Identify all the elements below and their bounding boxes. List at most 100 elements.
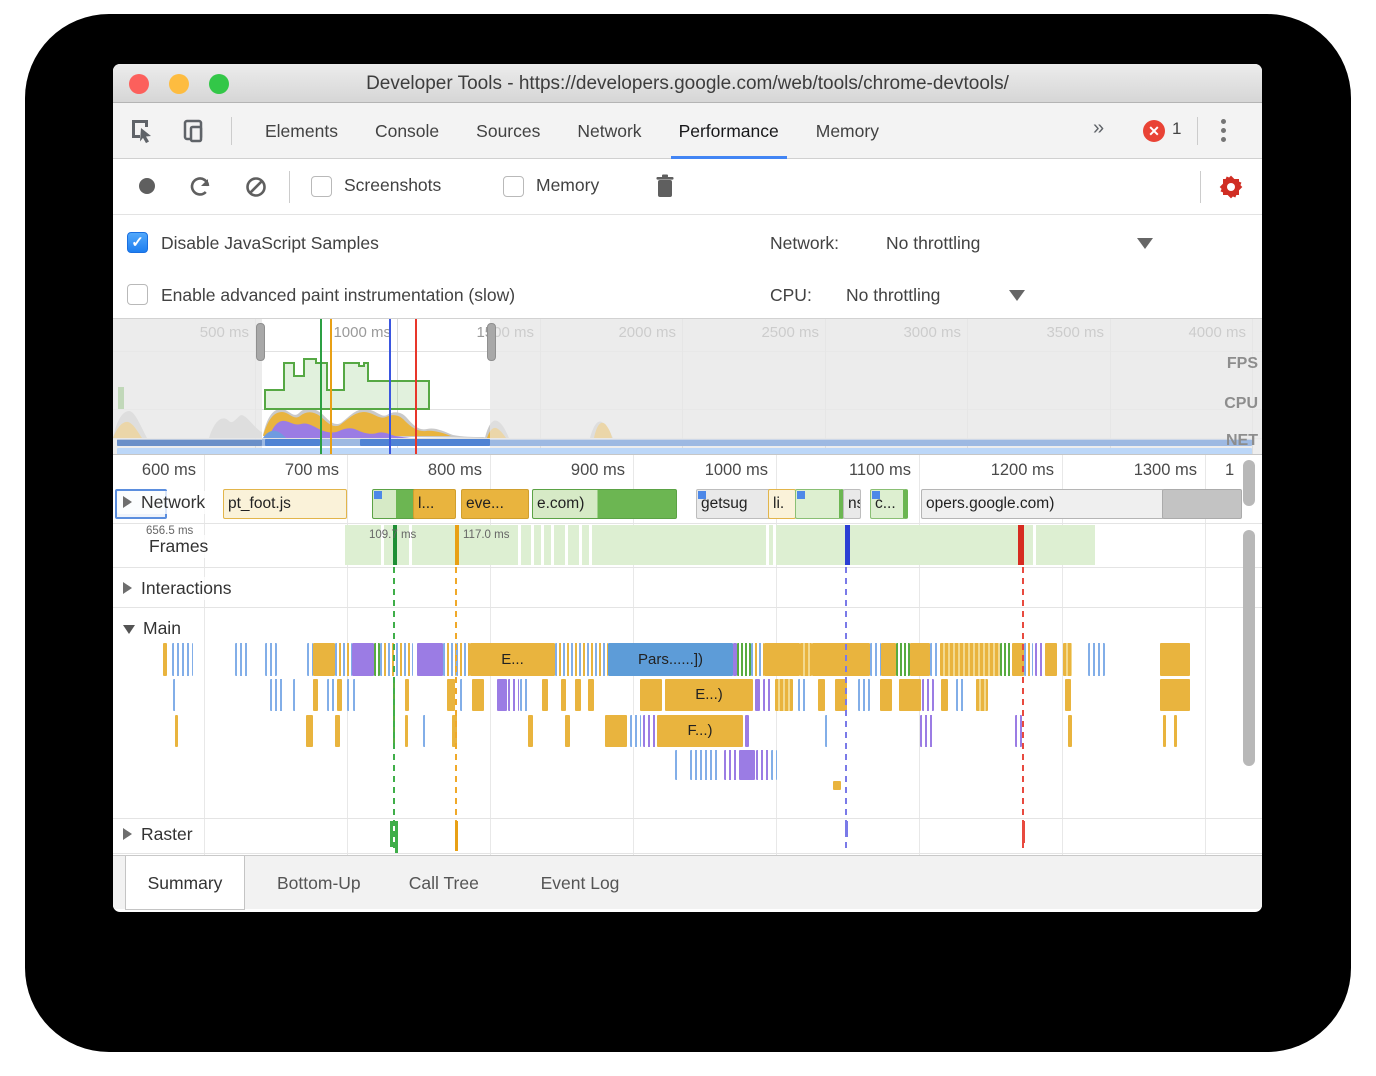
disable-js-samples-label: Disable JavaScript Samples (161, 233, 379, 253)
flame-event-bar[interactable]: E... (470, 643, 555, 676)
flame-activity (353, 679, 357, 711)
flame-activity (270, 679, 284, 711)
track-label-frames[interactable]: Frames (143, 535, 215, 558)
close-window-button[interactable] (129, 74, 149, 94)
memory-label: Memory (536, 175, 600, 195)
network-request-bar[interactable]: getsug (696, 489, 779, 519)
tab-memory[interactable]: Memory (815, 121, 879, 141)
overview-dim-left (113, 319, 262, 440)
network-scrollbar-thumb[interactable] (1243, 460, 1255, 506)
track-divider (113, 523, 1262, 524)
trash-icon[interactable] (653, 173, 681, 201)
devtools-menu-icon[interactable] (1221, 119, 1227, 145)
network-request-bar[interactable] (795, 489, 844, 519)
frames-band[interactable] (345, 525, 1095, 565)
network-throttle-select[interactable]: No throttling (886, 233, 981, 253)
frame-boundary (579, 525, 582, 565)
device-toolbar-icon[interactable] (181, 117, 209, 145)
flame-activity (818, 679, 825, 711)
zoom-window-button[interactable] (209, 74, 229, 94)
track-toggle-raster[interactable]: Raster (117, 823, 199, 846)
network-request-bar[interactable] (372, 489, 418, 519)
cpu-throttle-caret-icon[interactable] (1009, 290, 1025, 301)
flame-activity (724, 750, 738, 780)
network-request-bar[interactable]: e.com) (532, 489, 677, 519)
flame-activity (1088, 643, 1105, 676)
inspect-element-icon[interactable] (129, 117, 157, 145)
flame-chart-tracks[interactable]: 600 ms 700 ms 800 ms 900 ms 1000 ms 1100 ms 12… (113, 455, 1262, 855)
settings-gear-icon[interactable] (1216, 172, 1246, 202)
advanced-paint-checkbox[interactable] (127, 284, 148, 305)
screenshots-checkbox[interactable] (311, 176, 332, 197)
minimize-window-button[interactable] (169, 74, 189, 94)
track-toggle-network[interactable]: Network (117, 491, 212, 514)
flame-activity (497, 679, 507, 711)
flame-activity (870, 643, 881, 676)
network-request-bar[interactable]: pt_foot.js (223, 489, 347, 519)
frame-boundary (409, 525, 412, 565)
tab-network[interactable]: Network (577, 121, 642, 141)
timeline-tick-label: 1000 ms (704, 461, 768, 479)
overview-event-line (330, 319, 332, 454)
tab-elements[interactable]: Elements (265, 121, 338, 141)
track-toggle-main[interactable]: Main (117, 617, 187, 640)
flame-event-bar[interactable]: E...) (665, 679, 753, 711)
raster-activity-mark (395, 821, 398, 853)
devtools-tabbar: Elements Console Sources Network Performance… (113, 103, 1262, 159)
record-icon[interactable] (137, 176, 165, 204)
details-tab-bottom-up[interactable]: Bottom-Up (277, 873, 361, 893)
flame-activity (443, 643, 456, 676)
flame-activity (472, 679, 484, 711)
flame-activity (800, 643, 812, 676)
flame-activity (528, 715, 533, 747)
track-toggle-interactions[interactable]: Interactions (117, 577, 238, 600)
details-tab-call-tree[interactable]: Call Tree (408, 873, 479, 893)
flame-activity (337, 679, 342, 711)
network-request-bar[interactable]: li. (768, 489, 796, 519)
flame-activity (930, 643, 940, 676)
tab-console[interactable]: Console (374, 121, 440, 141)
network-throttle-caret-icon[interactable] (1137, 238, 1153, 249)
overview-event-line (320, 319, 322, 454)
frames-event-mark (845, 525, 850, 565)
details-tab-summary[interactable]: Summary (125, 856, 245, 910)
network-request-bar[interactable]: eve... (461, 489, 529, 519)
network-request-bar[interactable]: l... (413, 489, 456, 519)
flame-activity (756, 750, 769, 780)
flame-event-bar[interactable]: F...) (657, 715, 743, 747)
raster-activity-mark (455, 821, 458, 851)
cpu-throttle-select[interactable]: No throttling (846, 285, 941, 305)
network-request-bar[interactable]: c... (870, 489, 908, 519)
flame-activity (555, 643, 608, 676)
flame-activity (630, 715, 641, 747)
track-divider (113, 607, 1262, 608)
flame-activity (265, 643, 277, 676)
flame-activity (922, 679, 934, 711)
flame-activity (881, 643, 896, 676)
selection-left-handle[interactable] (256, 323, 265, 361)
flame-activity (739, 750, 755, 780)
flame-activity (380, 643, 413, 676)
tab-sources[interactable]: Sources (476, 121, 541, 141)
overview-section-label-cpu: CPU (1224, 395, 1258, 412)
network-request-bar[interactable]: ns (843, 489, 861, 519)
flame-activity (956, 679, 966, 711)
selection-right-handle[interactable] (487, 323, 496, 361)
clear-recording-icon[interactable] (244, 175, 272, 203)
details-tab-event-log[interactable]: Event Log (540, 873, 620, 893)
screenshots-label: Screenshots (344, 175, 442, 195)
disable-js-samples-checkbox[interactable]: ✓ (127, 232, 148, 253)
flame-activity (307, 643, 313, 676)
network-request-bar[interactable]: opers.google.com) (921, 489, 1164, 519)
reload-record-icon[interactable] (189, 175, 217, 203)
frames-event-mark (455, 525, 459, 565)
network-request-bar[interactable] (1162, 489, 1242, 519)
flame-event-bar[interactable]: Pars......]) (608, 643, 733, 676)
tab-performance[interactable]: Performance (670, 103, 787, 159)
net-activity-strip-light (117, 448, 1252, 454)
error-badge-icon[interactable]: ✕ (1143, 120, 1165, 142)
tracks-scrollbar-thumb[interactable] (1243, 530, 1255, 766)
memory-checkbox[interactable] (503, 176, 524, 197)
more-tabs-chevron-icon[interactable]: » (1093, 117, 1105, 139)
